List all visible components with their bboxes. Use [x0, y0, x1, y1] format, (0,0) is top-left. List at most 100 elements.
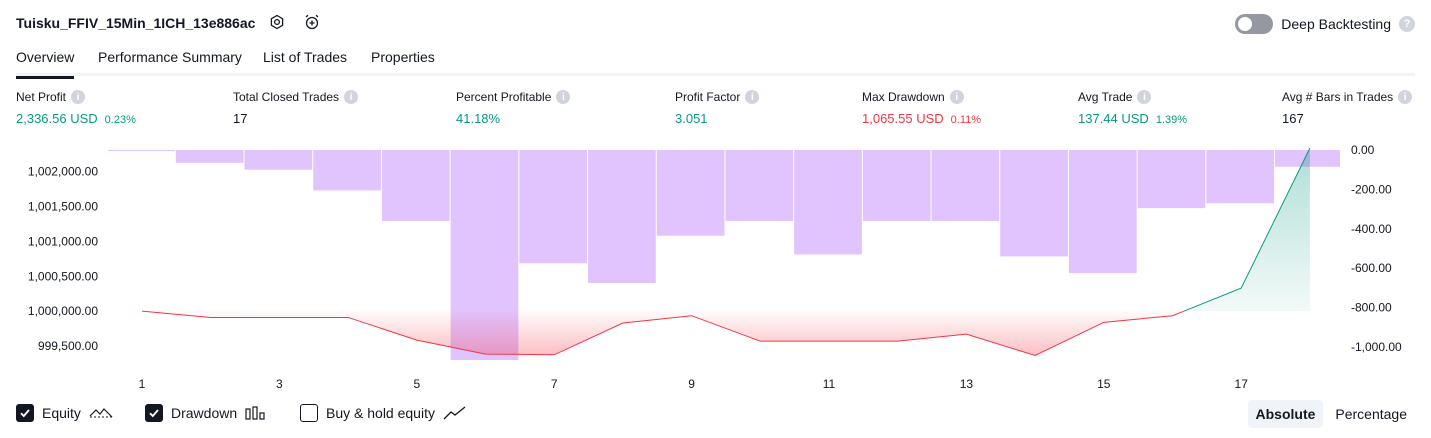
- metric-total-closed-trades: Total Closed Trades i 17: [233, 88, 359, 126]
- metric-percent: 0.11%: [950, 114, 982, 126]
- tab-overview[interactable]: Overview: [16, 49, 75, 79]
- metric-value: 2,336.56 USD: [16, 111, 98, 126]
- legend-drawdown[interactable]: Drawdown: [145, 404, 267, 422]
- metric-label: Profit Factor: [675, 90, 741, 104]
- left-axis: 1,002,000.00 1,001,500.00 1,001,000.00 1,00…: [28, 165, 98, 353]
- metric-avg-trade: Avg Trade i 137.44 USD 1.39%: [1078, 88, 1187, 126]
- drawdown-bar: [108, 150, 175, 151]
- left-axis-tick-label: 1,000,500.00: [28, 269, 98, 283]
- metric-value: 3.051: [675, 111, 708, 126]
- metric-percent: 0.23%: [104, 114, 136, 126]
- x-axis-tick-label: 17: [1235, 377, 1249, 391]
- drawdown-bar: [931, 150, 1000, 221]
- equity-fill: [142, 148, 1310, 356]
- tab-performance-summary[interactable]: Performance Summary: [98, 49, 242, 65]
- left-axis-tick-label: 1,001,000.00: [28, 234, 98, 248]
- x-axis-tick-label: 15: [1097, 377, 1111, 391]
- legend-buy-hold[interactable]: Buy & hold equity: [300, 404, 467, 422]
- deep-backtesting: Deep Backtesting ?: [1235, 12, 1415, 36]
- equity-line-profit: [1183, 147, 1311, 312]
- metric-value: 1,065.55 USD: [862, 111, 944, 126]
- equity-line-icon: [89, 405, 113, 421]
- drawdown-bar: [313, 150, 381, 191]
- metric-label: Percent Profitable: [456, 90, 552, 104]
- equity-loss-fill: [142, 311, 1184, 356]
- x-axis-tick-label: 9: [688, 377, 695, 391]
- info-icon[interactable]: i: [344, 90, 359, 104]
- right-axis-tick-label: -1,000.00: [1351, 340, 1402, 354]
- left-axis-tick-label: 1,001,500.00: [28, 200, 98, 214]
- drawdown-bar: [725, 150, 794, 221]
- equity-profit-fill: [1183, 148, 1310, 312]
- strategy-header: Tuisku_FFIV_15Min_1ICH_13e886ac Deep Bac…: [0, 0, 1431, 46]
- drawdown-bar: [244, 150, 313, 170]
- drawdown-bar: [381, 150, 450, 221]
- metric-net-profit: Net Profit i 2,336.56 USD 0.23%: [16, 88, 136, 126]
- equity-drawdown-chart: 1,002,000.00 1,001,500.00 1,001,000.00 1,00…: [28, 143, 1402, 391]
- metric-value: 41.18%: [456, 111, 501, 126]
- equity-checkbox[interactable]: [16, 404, 34, 422]
- right-axis: 0.00 -200.00 -400.00 -600.00 -800.00 -1,000.0…: [1351, 143, 1402, 354]
- drawdown-bar: [1137, 150, 1206, 209]
- info-icon[interactable]: i: [745, 90, 760, 104]
- drawdown-checkbox[interactable]: [145, 404, 163, 422]
- add-alert-icon[interactable]: [303, 13, 321, 31]
- strategy-title: Tuisku_FFIV_15Min_1ICH_13e886ac: [16, 15, 256, 31]
- help-icon[interactable]: ?: [1399, 16, 1415, 32]
- tab-properties[interactable]: Properties: [371, 49, 435, 65]
- equity-line-loss: [141, 310, 1184, 357]
- drawdown-bar: [1206, 150, 1275, 204]
- drawdown-bar: [1068, 150, 1137, 274]
- toggle-knob: [1238, 17, 1253, 31]
- right-axis-tick-label: 0.00: [1351, 143, 1375, 157]
- percentage-button[interactable]: Percentage: [1335, 406, 1407, 422]
- info-icon[interactable]: i: [1137, 90, 1152, 104]
- deep-backtesting-label: Deep Backtesting: [1281, 16, 1391, 32]
- left-axis-tick-label: 1,000,000.00: [28, 304, 98, 318]
- settings-icon[interactable]: [268, 13, 286, 31]
- drawdown-bar: [519, 150, 588, 264]
- buy-hold-line-icon: [443, 405, 467, 421]
- x-axis: 1 3 5 7 9 11 13 15 17: [139, 377, 1249, 391]
- legend-label: Buy & hold equity: [326, 405, 435, 421]
- equity-line: [141, 147, 1311, 357]
- display-mode-switch: Absolute Percentage: [1247, 400, 1416, 430]
- metrics-row: Net Profit i 2,336.56 USD 0.23% Total Clos…: [0, 88, 1431, 132]
- info-icon[interactable]: i: [949, 90, 964, 104]
- left-axis-tick-label: 1,002,000.00: [28, 165, 98, 179]
- metric-value: 167: [1282, 111, 1304, 126]
- info-icon[interactable]: i: [71, 90, 86, 104]
- report-tabs: Overview Performance Summary List of Tra…: [16, 46, 1415, 79]
- buy-hold-checkbox[interactable]: [300, 404, 318, 422]
- right-axis-tick-label: -600.00: [1351, 261, 1392, 275]
- tab-list-of-trades[interactable]: List of Trades: [263, 49, 348, 65]
- legend-label: Drawdown: [171, 405, 238, 421]
- x-axis-tick-label: 1: [139, 377, 146, 391]
- left-axis-tick-label: 999,500.00: [38, 339, 98, 353]
- metric-profit-factor: Profit Factor i 3.051: [675, 88, 760, 126]
- metric-label: Total Closed Trades: [233, 90, 340, 104]
- equity-chart[interactable]: 1,002,000.00 1,001,500.00 1,001,000.00 1,00…: [0, 140, 1431, 395]
- drawdown-bar: [1000, 150, 1068, 257]
- legend-label: Equity: [42, 405, 81, 421]
- metric-label: Net Profit: [16, 90, 67, 104]
- legend-equity[interactable]: Equity: [16, 404, 113, 422]
- deep-backtesting-toggle[interactable]: [1235, 14, 1274, 34]
- x-axis-tick-label: 3: [276, 377, 283, 391]
- metric-percent-profitable: Percent Profitable i 41.18%: [456, 88, 571, 126]
- metric-label: Max Drawdown: [862, 90, 945, 104]
- info-icon[interactable]: i: [1398, 90, 1413, 104]
- drawdown-bar: [862, 150, 931, 221]
- drawdown-bars-icon: [245, 405, 267, 421]
- chart-legend: Equity Drawdown Buy & hold equity Absolu…: [0, 400, 1431, 430]
- absolute-button[interactable]: Absolute: [1247, 400, 1324, 428]
- metric-value: 137.44 USD: [1078, 111, 1149, 126]
- info-icon[interactable]: i: [556, 90, 571, 104]
- drawdown-bar: [794, 150, 862, 255]
- metric-label: Avg Trade: [1078, 90, 1133, 104]
- metric-value: 17: [233, 111, 248, 126]
- drawdown-bars: [108, 150, 1340, 360]
- metric-avg-bars: Avg # Bars in Trades i 167: [1282, 88, 1413, 126]
- x-axis-tick-label: 5: [413, 377, 420, 391]
- drawdown-bar: [588, 150, 656, 284]
